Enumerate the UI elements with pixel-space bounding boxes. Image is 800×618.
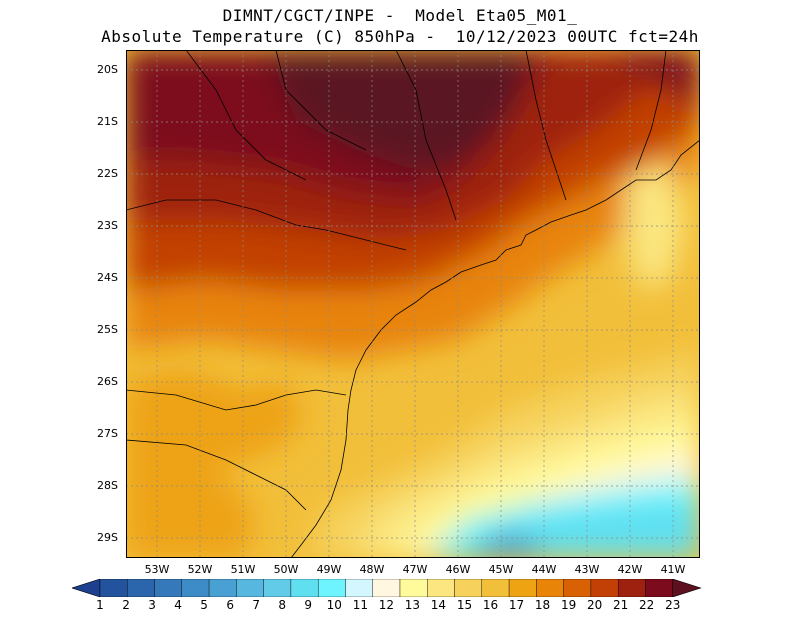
lat-label-25s: 25S (97, 323, 118, 336)
colorbar-swatch (372, 579, 401, 597)
lat-label-20s: 20S (97, 63, 118, 76)
colorbar-swatch (508, 579, 537, 597)
lon-label-43w: 43W (574, 563, 600, 576)
colorbar-label: 10 (326, 598, 342, 612)
lat-label-23s: 23S (97, 219, 118, 232)
colorbar-swatch (617, 579, 646, 597)
colorbar-swatch (399, 579, 428, 597)
lat-label-29s: 29S (97, 531, 118, 544)
lon-label-46w: 46W (445, 563, 471, 576)
colorbar-label: 18 (534, 598, 551, 612)
colorbar-label: 15 (456, 598, 473, 612)
chart-title-line-1: DIMNT/CGCT/INPE - Model Eta05_M01_ (222, 6, 578, 25)
colorbar-label: 9 (304, 598, 313, 612)
colorbar-swatch (563, 579, 592, 597)
colorbar-label: 14 (430, 598, 447, 612)
temperature-map (126, 50, 700, 558)
colorbar (72, 579, 702, 597)
colorbar-swatch (236, 579, 264, 597)
lon-label-48w: 48W (359, 563, 385, 576)
colorbar-label: 23 (665, 598, 681, 612)
lon-label-52w: 52W (187, 563, 213, 576)
colorbar-swatch (645, 579, 673, 597)
lon-label-45w: 45W (488, 563, 514, 576)
colorbar-label: 4 (174, 598, 182, 612)
colorbar-label: 13 (404, 598, 421, 612)
colorbar-label: 2 (122, 598, 130, 612)
colorbar-swatch (454, 579, 483, 597)
lon-label-42w: 42W (617, 563, 643, 576)
colorbar-label: 1 (96, 598, 104, 612)
colorbar-swatch (263, 579, 292, 597)
lon-label-44w: 44W (531, 563, 557, 576)
graticule (126, 50, 700, 558)
colorbar-arrow-right (672, 579, 702, 597)
colorbar-label: 17 (508, 598, 525, 612)
lat-label-21s: 21S (97, 115, 118, 128)
colorbar-label: 19 (560, 598, 577, 612)
lon-label-53w: 53W (144, 563, 170, 576)
colorbar-label: 7 (252, 598, 260, 612)
colorbar-label: 12 (378, 598, 394, 612)
lon-label-50w: 50W (273, 563, 299, 576)
colorbar-label: 3 (148, 598, 156, 612)
lon-label-51w: 51W (230, 563, 256, 576)
lat-label-26s: 26S (97, 375, 118, 388)
lat-label-28s: 28S (97, 479, 118, 492)
colorbar-swatch (154, 579, 183, 597)
lat-label-22s: 22S (97, 167, 118, 180)
colorbar-label: 16 (482, 598, 499, 612)
colorbar-swatch (181, 579, 210, 597)
colorbar-swatch (99, 579, 128, 597)
temperature-field (126, 50, 700, 558)
map-border (126, 50, 700, 558)
colorbar-label: 22 (639, 598, 655, 612)
colorbar-swatch (427, 579, 455, 597)
colorbar-swatch (345, 579, 373, 597)
lat-label-24s: 24S (97, 271, 118, 284)
colorbar-label: 21 (613, 598, 629, 612)
colorbar-label: 8 (278, 598, 287, 612)
colorbar-swatch (208, 579, 237, 597)
colorbar-swatch (317, 579, 346, 597)
colorbar-label: 6 (226, 598, 234, 612)
colorbar-swatch (590, 579, 619, 597)
lon-label-47w: 47W (402, 563, 428, 576)
colorbar-swatch (127, 579, 155, 597)
colorbar-arrow-left (72, 579, 101, 597)
colorbar-swatch (481, 579, 510, 597)
colorbar-label: 5 (200, 598, 208, 612)
colorbar-swatch (290, 579, 319, 597)
colorbar-swatch (536, 579, 564, 597)
lat-label-27s: 27S (97, 427, 118, 440)
lon-label-41w: 41W (660, 563, 686, 576)
colorbar-label: 11 (352, 598, 368, 612)
lon-label-49w: 49W (316, 563, 342, 576)
colorbar-label: 20 (586, 598, 603, 612)
chart-title-line-2: Absolute Temperature (C) 850hPa - 10/12/… (101, 27, 699, 46)
